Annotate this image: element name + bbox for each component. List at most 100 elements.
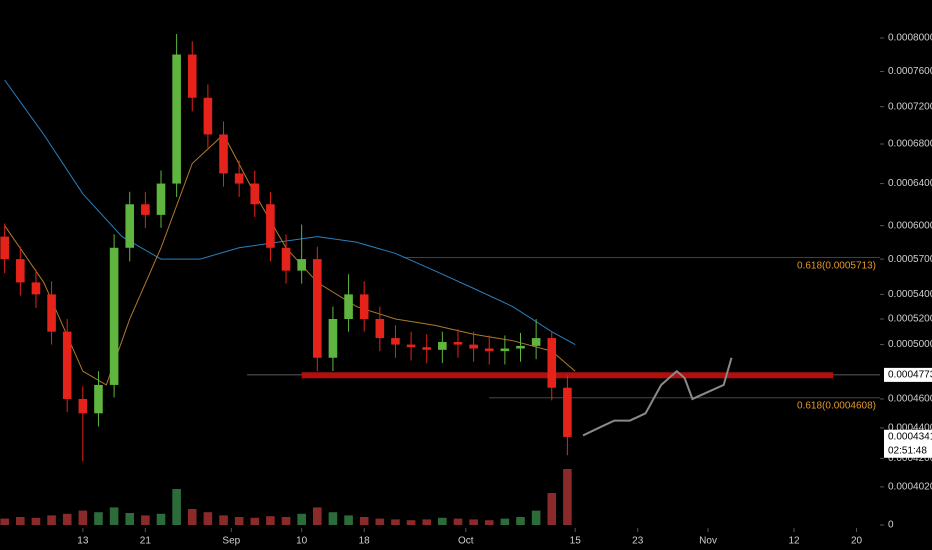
candle-body — [219, 134, 228, 174]
candle-body — [94, 384, 103, 414]
fib-label: 0.618(0.0005713) — [797, 260, 876, 271]
x-tick-label: 13 — [77, 536, 89, 547]
y-tick-label: 0.0006000 — [888, 220, 932, 231]
candle-body — [547, 338, 557, 388]
fib-label: 0.618(0.0004608) — [797, 400, 876, 411]
volume-bar — [156, 513, 166, 525]
volume-bar — [438, 517, 447, 525]
candle-body — [469, 344, 478, 349]
candle-body — [234, 173, 244, 184]
y-tick-label: 0.0006400 — [888, 178, 932, 189]
volume-bar — [547, 493, 557, 525]
x-tick-label: Sep — [222, 536, 240, 547]
volume-bar — [47, 515, 56, 525]
volume-bar — [125, 513, 135, 525]
volume-bar — [500, 518, 510, 525]
x-tick-label: 10 — [296, 536, 308, 547]
candle-body — [266, 204, 275, 248]
candle-body — [531, 338, 541, 346]
candle-body — [47, 294, 56, 332]
y-tick-label: 0.0005400 — [888, 289, 932, 300]
last-price-tag — [884, 367, 932, 382]
volume-bar — [453, 518, 463, 525]
candle-body — [313, 259, 322, 358]
x-tick-label: 21 — [140, 536, 152, 547]
volume-bar — [406, 520, 416, 525]
candle-body — [156, 183, 166, 215]
volume-bar — [359, 517, 369, 525]
current-price-tag — [884, 429, 932, 458]
x-tick-label: 23 — [632, 536, 644, 547]
volume-bar — [391, 519, 400, 525]
volume-bar — [250, 517, 260, 525]
x-tick-label: 20 — [851, 536, 863, 547]
moving-average — [4, 79, 576, 346]
candle-body — [141, 204, 150, 215]
volume-bar — [234, 517, 244, 525]
volume-bar — [31, 517, 41, 525]
y-tick-label: 0.0008000 — [888, 33, 932, 44]
volume-bar — [281, 517, 291, 525]
candle-body — [359, 294, 369, 319]
volume-bar — [62, 513, 72, 525]
y-tick-label: 0.0005000 — [888, 339, 932, 350]
candle-body — [344, 294, 353, 319]
volume-bar — [109, 507, 119, 525]
candle-body — [563, 387, 572, 437]
candle-body — [172, 54, 181, 184]
x-tick-label: 15 — [570, 536, 582, 547]
y-tick-label: 0.0004200 — [888, 453, 932, 464]
candle-body — [109, 247, 119, 385]
volume-bar — [313, 507, 322, 525]
y2-tick-label: 0 — [888, 520, 894, 531]
candle-body — [516, 345, 525, 349]
candle-body — [328, 318, 338, 358]
volume-bar — [172, 489, 181, 525]
volume-bar — [422, 519, 432, 525]
candle-body — [203, 97, 213, 135]
volume-bar — [375, 518, 385, 525]
candle-body — [78, 398, 88, 414]
candle-body — [187, 54, 197, 98]
candle-body — [391, 338, 400, 345]
y-tick-label: 0.0007200 — [888, 101, 932, 112]
volume-bar — [141, 515, 150, 525]
x-tick-label: 18 — [359, 536, 371, 547]
volume-bar — [219, 515, 228, 525]
volume-bar — [328, 512, 338, 525]
volume-bar — [563, 469, 572, 525]
y-tick-label: 0.0005700 — [888, 254, 932, 265]
candle-body — [375, 318, 385, 339]
x-tick-label: Nov — [699, 536, 717, 547]
volume-bar — [531, 510, 541, 525]
candle-body — [250, 183, 260, 205]
x-tick-label: 12 — [788, 536, 800, 547]
candle-body — [406, 344, 416, 348]
volume-bar — [203, 512, 213, 525]
y-tick-label: 0.0004020 — [888, 482, 932, 493]
last-price-label: 0.0004773 — [888, 370, 932, 381]
candle-body — [125, 204, 135, 248]
candle-body — [281, 247, 291, 271]
candle-body — [0, 236, 9, 260]
candle-body — [484, 348, 494, 352]
candle-body — [438, 341, 447, 350]
candle-body — [16, 259, 25, 283]
candle-body — [453, 341, 463, 345]
volume-bar — [516, 517, 525, 525]
volume-bar — [266, 516, 275, 525]
y-tick-label: 0.0005200 — [888, 314, 932, 325]
volume-bar — [16, 517, 25, 525]
projection — [582, 357, 733, 437]
y-tick-label: 0.0004400 — [888, 423, 932, 434]
volume-bar — [187, 509, 197, 525]
volume-bar — [469, 519, 478, 525]
y-tick-label: 0.0007600 — [888, 66, 932, 77]
volume-bar — [94, 512, 103, 525]
candle-body — [62, 331, 72, 399]
y-tick-label: 0.0006800 — [888, 139, 932, 150]
x-tick-label: Oct — [458, 536, 474, 547]
current-price-label: 0.0004341 — [888, 431, 932, 442]
candle-body — [422, 347, 432, 350]
